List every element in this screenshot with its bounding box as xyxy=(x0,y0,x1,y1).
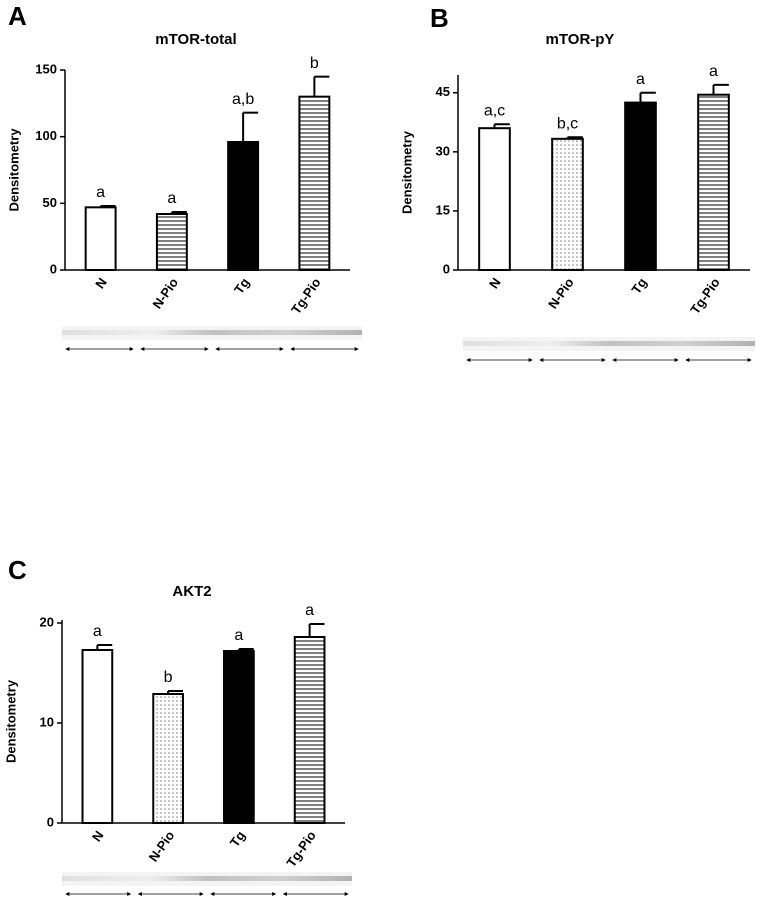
y-tick-label: 150 xyxy=(35,61,57,76)
x-tick-label: N-Pio xyxy=(545,275,577,311)
bar xyxy=(624,101,657,271)
error-bar xyxy=(242,111,259,142)
x-tick-label: Tg xyxy=(231,275,252,297)
significance-label: b xyxy=(310,55,319,72)
bar xyxy=(223,650,255,824)
panel-label: A xyxy=(8,1,27,31)
panel-label: C xyxy=(8,555,27,585)
bar xyxy=(84,206,117,271)
x-tick-label: Tg xyxy=(227,828,248,850)
error-bar xyxy=(639,91,656,103)
bar xyxy=(478,127,511,271)
bar xyxy=(551,137,584,271)
y-tick-label: 0 xyxy=(443,261,450,276)
significance-label: a xyxy=(93,623,102,640)
panel-label: B xyxy=(430,3,449,33)
x-tick-label: N xyxy=(89,828,107,844)
x-tick-label: N-Pio xyxy=(149,275,181,311)
x-tick-label: N xyxy=(486,275,504,291)
error-bar xyxy=(493,123,510,129)
bar xyxy=(155,213,188,271)
chart-title: mTOR-total xyxy=(155,31,236,48)
y-tick-label: 15 xyxy=(436,202,450,217)
y-tick-label: 0 xyxy=(47,814,54,829)
blot-band xyxy=(62,330,362,335)
error-bar xyxy=(712,83,729,95)
significance-label: a xyxy=(709,63,718,80)
error-bar xyxy=(96,644,113,650)
bar xyxy=(697,93,730,271)
y-tick-label: 0 xyxy=(50,261,57,276)
y-tick-label: 10 xyxy=(40,714,54,729)
significance-label: a,c xyxy=(484,102,505,119)
error-bar xyxy=(237,648,254,651)
x-tick-label: Tg xyxy=(628,275,649,297)
blot-band xyxy=(463,341,755,346)
bar xyxy=(152,693,184,824)
significance-label: a xyxy=(234,627,243,644)
y-axis-label: Densitometry xyxy=(399,130,414,214)
error-bar xyxy=(99,205,116,208)
error-bar xyxy=(170,211,187,214)
chart-panel: C AKT2 Densitometry 0 10 20 a Nb N-Pio a Tg a Tg-Pio xyxy=(3,555,352,896)
x-tick-label: Tg-Pio xyxy=(288,275,324,317)
bar xyxy=(81,649,114,824)
x-tick-label: Tg-Pio xyxy=(687,275,723,317)
x-tick-label: Tg-Pio xyxy=(283,828,319,870)
chart-title: AKT2 xyxy=(172,583,211,600)
y-tick-label: 30 xyxy=(436,143,450,158)
significance-label: b xyxy=(164,669,173,686)
bar xyxy=(298,95,331,271)
x-tick-label: N-Pio xyxy=(146,828,178,864)
significance-label: a xyxy=(167,190,176,207)
error-bar xyxy=(566,136,583,139)
y-tick-label: 20 xyxy=(40,614,54,629)
x-tick-label: N xyxy=(92,275,110,291)
y-tick-label: 100 xyxy=(35,128,57,143)
bar xyxy=(293,636,326,824)
y-tick-label: 50 xyxy=(43,195,57,210)
y-tick-label: 45 xyxy=(436,84,450,99)
significance-label: a xyxy=(305,602,314,619)
bar xyxy=(227,141,260,271)
chart-title: mTOR-pY xyxy=(546,31,615,48)
error-bar xyxy=(308,623,325,637)
error-bar xyxy=(167,690,183,694)
significance-label: a xyxy=(96,184,105,201)
error-bar xyxy=(313,75,330,97)
y-axis-label: Densitometry xyxy=(6,128,21,212)
significance-label: b,c xyxy=(557,115,578,132)
significance-label: a,b xyxy=(232,91,254,108)
blot-band xyxy=(62,876,352,881)
significance-label: a xyxy=(636,71,645,88)
y-axis-label: Densitometry xyxy=(3,679,18,763)
